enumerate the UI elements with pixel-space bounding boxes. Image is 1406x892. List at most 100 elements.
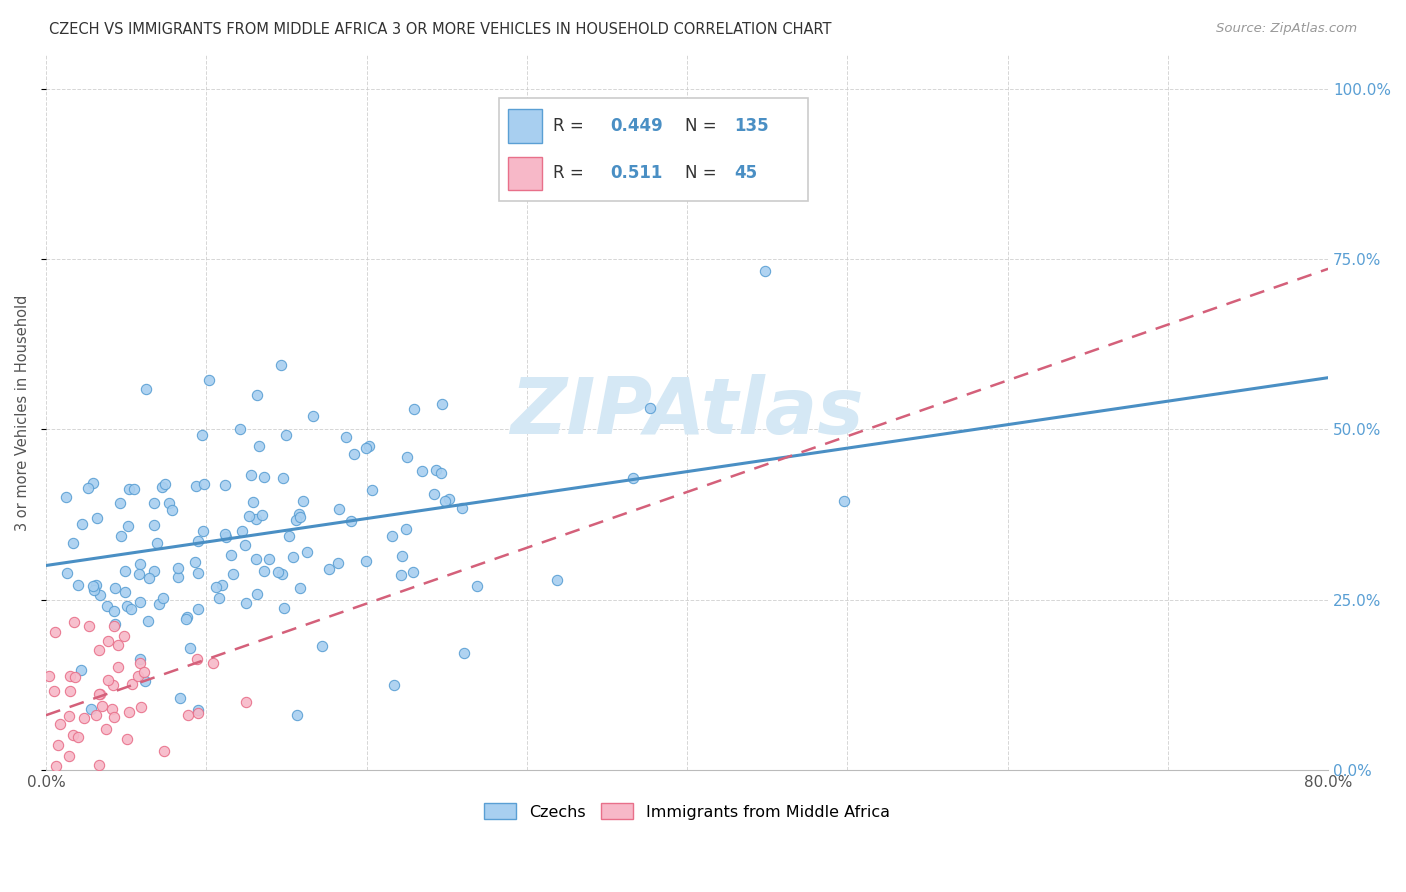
Point (546, 573, 568, 587)
Point (107, 638, 129, 652)
Point (229, 422, 252, 436)
Point (79, 702, 101, 716)
Point (55, 566, 77, 580)
Point (118, 483, 141, 497)
Point (129, 558, 152, 572)
Point (211, 578, 233, 592)
Point (285, 513, 308, 527)
Point (107, 660, 129, 674)
Point (253, 470, 276, 484)
Point (97, 633, 120, 648)
Point (184, 555, 207, 569)
Point (46, 738, 69, 752)
Point (245, 551, 267, 566)
Point (44, 625, 66, 640)
Point (160, 503, 183, 517)
Point (128, 566, 150, 581)
Point (128, 595, 150, 609)
Point (58, 748, 80, 763)
Point (166, 561, 188, 575)
Point (89, 687, 111, 701)
Point (187, 602, 209, 616)
Point (326, 556, 349, 570)
FancyBboxPatch shape (509, 110, 543, 144)
Point (103, 710, 125, 724)
Point (89, 588, 111, 602)
Point (430, 466, 453, 480)
Point (179, 641, 201, 656)
Point (176, 610, 198, 624)
Point (77, 619, 100, 633)
Point (166, 570, 188, 584)
Point (328, 501, 350, 516)
Point (145, 536, 167, 550)
Point (425, 463, 447, 477)
Point (193, 477, 215, 491)
Point (97, 673, 120, 687)
Point (391, 549, 413, 563)
Point (129, 652, 152, 666)
Point (129, 657, 152, 671)
Point (142, 496, 165, 510)
Point (117, 731, 139, 746)
Point (87, 757, 110, 772)
Point (621, 471, 644, 485)
Point (356, 554, 378, 568)
Point (357, 439, 380, 453)
Point (44, 684, 66, 698)
Point (87, 643, 110, 657)
Point (76, 481, 98, 495)
Point (335, 430, 357, 444)
Point (153, 744, 176, 758)
Point (84, 577, 107, 591)
Point (121, 676, 143, 690)
Point (273, 601, 295, 615)
Point (453, 647, 475, 661)
Text: N =: N = (685, 118, 716, 136)
Point (142, 564, 165, 578)
Point (231, 524, 253, 539)
Point (169, 690, 191, 705)
Legend: Czechs, Immigrants from Middle Africa: Czechs, Immigrants from Middle Africa (478, 797, 897, 826)
Point (127, 669, 149, 683)
Point (253, 564, 276, 578)
Point (104, 582, 127, 596)
Point (343, 447, 366, 461)
Point (86, 511, 108, 525)
Point (70, 517, 93, 532)
Point (84, 707, 107, 722)
Point (197, 373, 219, 387)
Point (89, 687, 111, 701)
Point (295, 545, 318, 559)
Point (138, 571, 160, 585)
Point (288, 510, 311, 524)
Point (138, 614, 160, 628)
Point (187, 534, 209, 549)
Point (66, 577, 89, 591)
Text: R =: R = (554, 164, 583, 182)
Point (395, 450, 418, 464)
Point (382, 678, 405, 692)
Point (63, 670, 86, 684)
Point (389, 568, 412, 582)
Point (184, 478, 207, 492)
Point (134, 665, 156, 679)
Point (70, 663, 93, 677)
Point (49, 716, 72, 731)
Point (381, 529, 404, 543)
Point (250, 508, 273, 522)
Point (233, 537, 256, 551)
Point (285, 708, 308, 723)
Text: 0.449: 0.449 (610, 118, 664, 136)
Point (235, 596, 257, 610)
Text: 0.511: 0.511 (610, 164, 662, 182)
Text: 135: 135 (734, 118, 769, 136)
Point (117, 519, 139, 533)
Point (340, 514, 363, 528)
Point (96, 599, 118, 613)
FancyBboxPatch shape (509, 157, 543, 190)
Point (222, 567, 245, 582)
Point (311, 639, 333, 653)
Point (62, 615, 84, 629)
Point (112, 629, 135, 643)
